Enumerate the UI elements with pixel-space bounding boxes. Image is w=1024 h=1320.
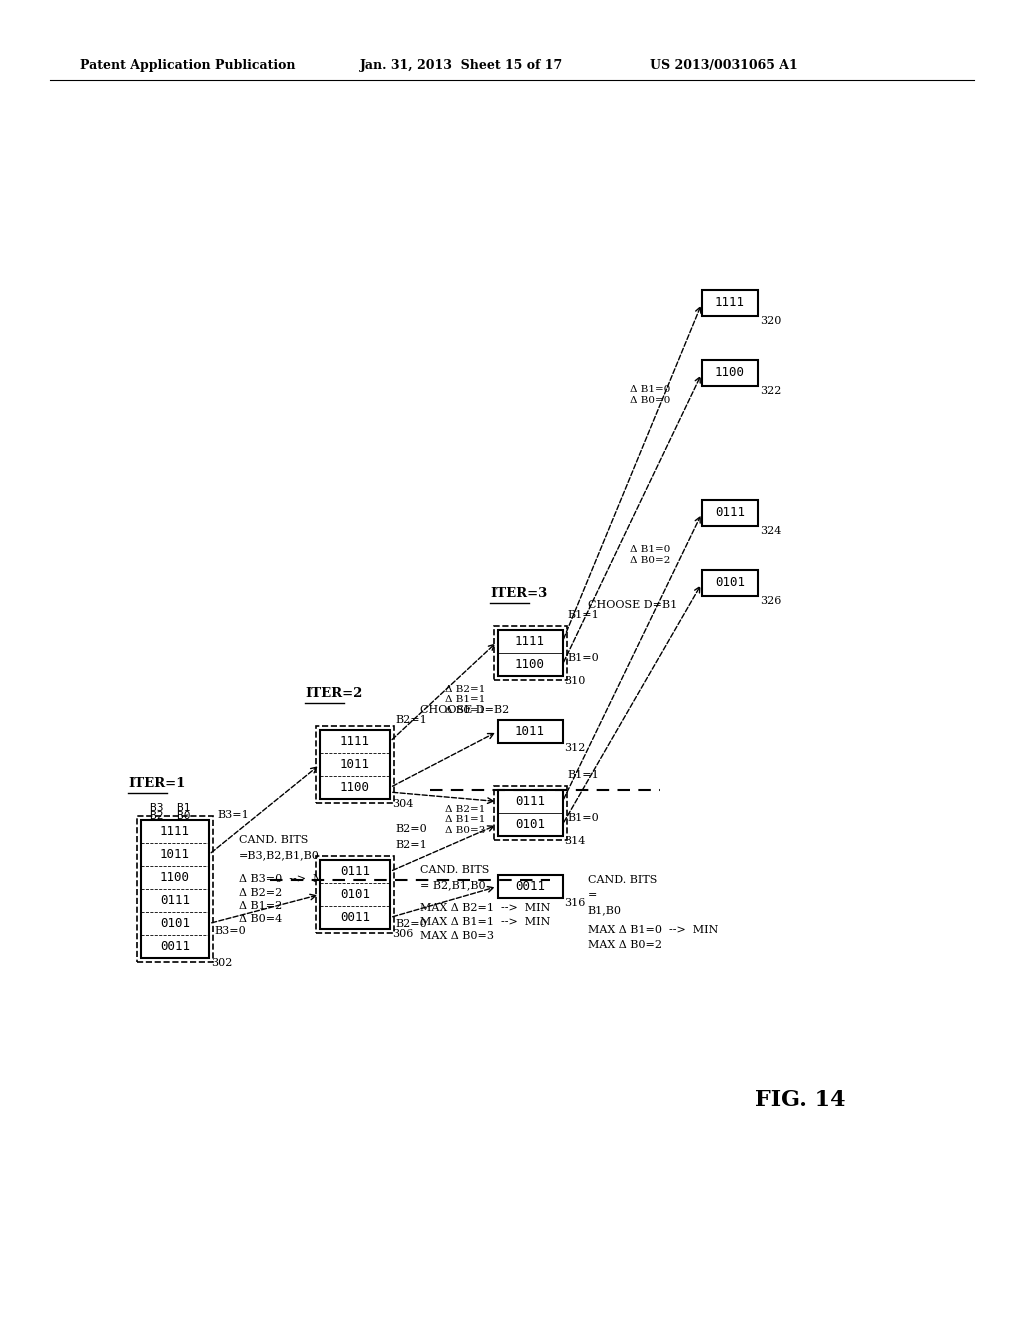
Text: =: = <box>588 890 597 900</box>
Text: 302: 302 <box>211 958 232 968</box>
Bar <box>702 290 758 315</box>
Bar <box>494 626 566 680</box>
Text: B2=0: B2=0 <box>395 824 427 834</box>
Text: CHOOSE D=B2: CHOOSE D=B2 <box>420 705 509 715</box>
Text: MAX Δ B0=3: MAX Δ B0=3 <box>420 931 494 941</box>
Text: 1111: 1111 <box>340 735 370 748</box>
Bar <box>316 726 394 803</box>
Text: Δ B1=2: Δ B1=2 <box>239 902 283 911</box>
Text: Δ B1=0
Δ B0=0: Δ B1=0 Δ B0=0 <box>630 385 671 405</box>
Text: 320: 320 <box>760 315 781 326</box>
Text: Δ B2=2: Δ B2=2 <box>239 888 283 898</box>
Text: FIG. 14: FIG. 14 <box>755 1089 845 1111</box>
Text: 0101: 0101 <box>160 917 190 931</box>
Text: 0011: 0011 <box>340 911 370 924</box>
Text: 0111: 0111 <box>340 865 370 878</box>
Bar <box>319 730 390 799</box>
Text: MAX Δ B1=0  -->  MIN: MAX Δ B1=0 --> MIN <box>588 925 718 935</box>
Text: 1100: 1100 <box>715 367 745 380</box>
Text: 0111: 0111 <box>715 507 745 520</box>
Bar <box>498 875 562 898</box>
Text: B3=0: B3=0 <box>214 925 246 936</box>
Text: Δ B0=4: Δ B0=4 <box>239 913 283 924</box>
Bar <box>498 719 562 743</box>
Text: Δ B2=1
Δ B1=1
Δ B0=3: Δ B2=1 Δ B1=1 Δ B0=3 <box>445 805 485 836</box>
Text: CAND. BITS: CAND. BITS <box>239 836 308 845</box>
Text: B1,B0: B1,B0 <box>588 906 622 915</box>
Text: MAX Δ B1=1  -->  MIN: MAX Δ B1=1 --> MIN <box>420 917 550 927</box>
Text: B2=1: B2=1 <box>395 715 427 725</box>
Text: CAND. BITS: CAND. BITS <box>420 865 489 875</box>
Text: B2  B0: B2 B0 <box>150 810 190 821</box>
Text: 314: 314 <box>564 836 586 846</box>
Text: B2=1: B2=1 <box>395 840 427 850</box>
Text: ITER=1: ITER=1 <box>128 777 185 789</box>
Text: B1=1: B1=1 <box>567 770 599 780</box>
Text: =B3,B2,B1,B0: =B3,B2,B1,B0 <box>239 850 319 861</box>
Text: B3=1: B3=1 <box>217 810 249 820</box>
Text: 1100: 1100 <box>515 657 545 671</box>
Text: Δ B1=0
Δ B0=2: Δ B1=0 Δ B0=2 <box>630 545 671 565</box>
Bar <box>141 820 209 958</box>
Bar <box>316 855 394 933</box>
Text: 1011: 1011 <box>515 725 545 738</box>
Text: 312: 312 <box>564 743 586 752</box>
Bar <box>702 500 758 525</box>
Text: = B2,B1,B0: = B2,B1,B0 <box>420 880 485 890</box>
Bar <box>137 816 213 962</box>
Text: 326: 326 <box>760 597 781 606</box>
Text: 0101: 0101 <box>715 577 745 590</box>
Text: 0011: 0011 <box>515 880 545 894</box>
Text: Jan. 31, 2013  Sheet 15 of 17: Jan. 31, 2013 Sheet 15 of 17 <box>360 58 563 71</box>
Text: B1=0: B1=0 <box>567 653 599 663</box>
Bar <box>498 789 562 836</box>
Text: B1=0: B1=0 <box>567 813 599 822</box>
Bar <box>498 630 562 676</box>
Bar <box>319 861 390 929</box>
Text: 0011: 0011 <box>160 940 190 953</box>
Text: ITER=2: ITER=2 <box>305 686 362 700</box>
Text: Δ B3=0  -->  MIN, D=B3: Δ B3=0 --> MIN, D=B3 <box>239 873 379 883</box>
Text: MAX Δ B2=1  -->  MIN: MAX Δ B2=1 --> MIN <box>420 903 550 913</box>
Text: ITER=3: ITER=3 <box>490 587 547 601</box>
Text: 1111: 1111 <box>515 635 545 648</box>
Text: 324: 324 <box>760 525 781 536</box>
Text: Δ B2=1
Δ B1=1
Δ B0=1: Δ B2=1 Δ B1=1 Δ B0=1 <box>445 685 485 715</box>
Text: 1111: 1111 <box>160 825 190 838</box>
Text: 304: 304 <box>392 799 414 809</box>
Text: 316: 316 <box>564 898 586 908</box>
Text: B1=1: B1=1 <box>567 610 599 620</box>
Text: B2=0: B2=0 <box>395 919 427 929</box>
Text: 0101: 0101 <box>515 818 545 832</box>
Text: 1100: 1100 <box>160 871 190 884</box>
Bar <box>494 785 566 840</box>
Text: 1100: 1100 <box>340 781 370 795</box>
Text: 1111: 1111 <box>715 297 745 309</box>
Bar <box>702 360 758 385</box>
Text: 1011: 1011 <box>340 758 370 771</box>
Bar <box>702 570 758 597</box>
Text: CAND. BITS: CAND. BITS <box>588 875 656 884</box>
Text: MAX Δ B0=2: MAX Δ B0=2 <box>588 940 662 950</box>
Text: 0101: 0101 <box>340 888 370 902</box>
Text: CHOOSE D=B1: CHOOSE D=B1 <box>588 601 677 610</box>
Text: 0111: 0111 <box>515 795 545 808</box>
Text: US 2013/0031065 A1: US 2013/0031065 A1 <box>650 58 798 71</box>
Text: 322: 322 <box>760 385 781 396</box>
Text: 306: 306 <box>392 929 414 939</box>
Text: B3  B1: B3 B1 <box>150 803 190 813</box>
Text: 0111: 0111 <box>160 894 190 907</box>
Text: Patent Application Publication: Patent Application Publication <box>80 58 296 71</box>
Text: 1011: 1011 <box>160 847 190 861</box>
Text: 310: 310 <box>564 676 586 686</box>
